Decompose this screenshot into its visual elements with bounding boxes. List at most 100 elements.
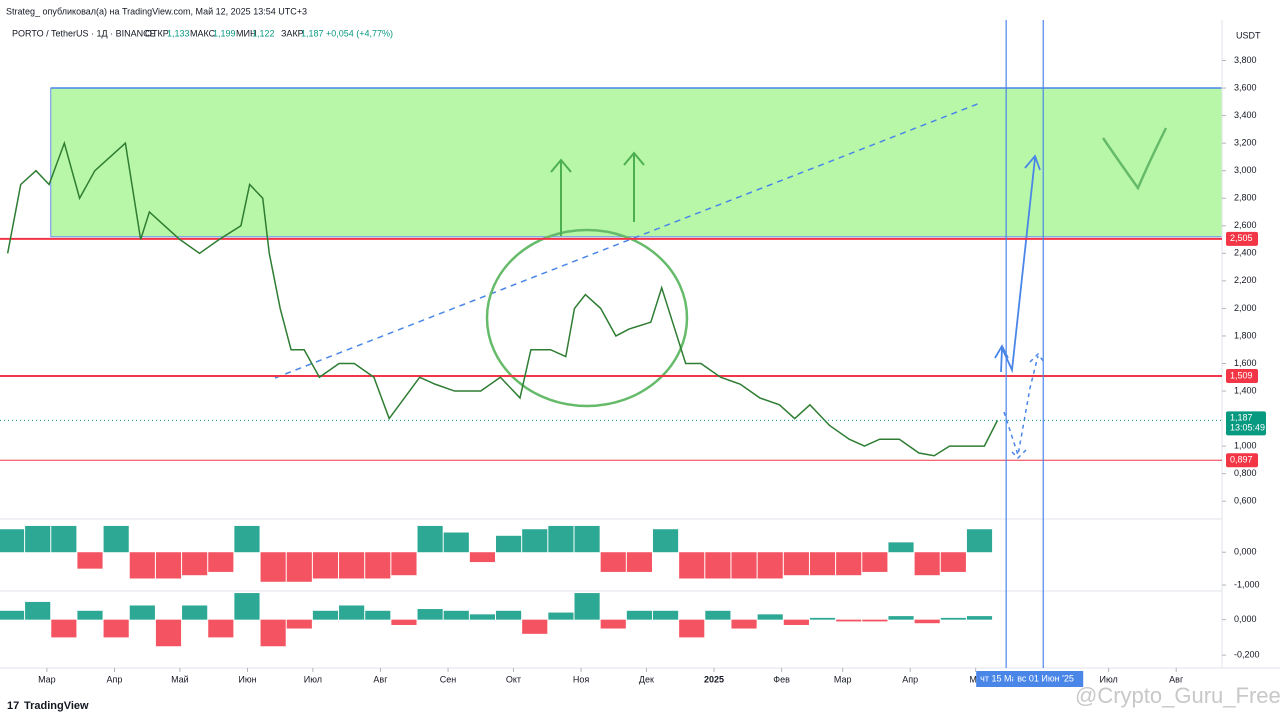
- histogram-bar: [77, 552, 103, 569]
- arrow-annotation: [550, 151, 645, 236]
- histogram-bar: [757, 614, 783, 620]
- histogram-bar: [155, 619, 182, 647]
- histogram-bar: [182, 552, 208, 576]
- histogram-bar: [626, 610, 652, 620]
- histogram-bar: [25, 601, 51, 620]
- symbol: PORTO / TetherUS · 1Д · BINANCE: [12, 28, 156, 38]
- histogram-bar: [731, 619, 757, 629]
- histogram-bar: [365, 552, 391, 579]
- y-tick-label: 0,800: [1234, 468, 1257, 478]
- histogram-bar: [966, 529, 993, 553]
- change: +0,054 (+4,77%): [326, 28, 393, 38]
- y-tick-label: 0,000: [1234, 614, 1257, 624]
- histogram-bar: [783, 619, 809, 625]
- open: 1,133: [167, 28, 190, 38]
- histogram-bar: [286, 552, 312, 582]
- y-tick-label: 0,000: [1234, 547, 1257, 557]
- level-label: 2,505: [1230, 233, 1253, 243]
- level-badge: [1226, 369, 1258, 384]
- histogram-bar: [234, 593, 260, 620]
- histogram-bar: [391, 552, 417, 576]
- histogram-bar: [339, 552, 365, 579]
- high: 1,199: [213, 28, 236, 38]
- histogram-bar: [129, 552, 155, 579]
- x-tick-label: Мар: [834, 674, 852, 684]
- y-tick-label: 2,400: [1234, 248, 1257, 258]
- published: Strateg_ опубликовал(а) на TradingView.c…: [6, 6, 307, 16]
- histogram-bar: [679, 619, 705, 638]
- histogram-bar: [600, 619, 626, 629]
- projection-annotation: [1003, 352, 1045, 460]
- marker-label: вс 01 Июн '25: [1017, 673, 1074, 683]
- unit: USDT: [1236, 30, 1261, 40]
- histogram-bar: [286, 619, 312, 629]
- high-label: МАКС: [190, 28, 216, 38]
- y-tick-label: 2,600: [1234, 220, 1257, 230]
- x-tick-label: Ма: [969, 674, 982, 684]
- histogram-bar: [626, 552, 652, 572]
- histogram-bar: [731, 552, 757, 579]
- last-price-label: 1,187: [1230, 413, 1253, 423]
- histogram-bar: [652, 610, 679, 620]
- histogram-bar: [522, 619, 548, 634]
- histogram-bar: [809, 552, 836, 576]
- histogram-bar: [260, 619, 286, 647]
- histogram-bar: [443, 532, 469, 553]
- histogram-bar: [312, 610, 339, 620]
- brand: TradingView: [24, 700, 89, 712]
- y-tick-label: 3,000: [1234, 165, 1257, 175]
- histogram-bar: [312, 552, 339, 579]
- x-tick-label: Дек: [639, 674, 654, 684]
- watermark: @Crypto_Guru_Free: [1075, 683, 1280, 708]
- histogram-bar: [652, 529, 679, 553]
- y-tick-label: 3,400: [1234, 110, 1257, 120]
- y-tick-label: -0,200: [1234, 649, 1260, 659]
- histogram-bar: [417, 525, 443, 553]
- histogram-bar: [522, 529, 548, 553]
- x-tick-label: Апр: [107, 674, 123, 684]
- y-tick-label: 2,200: [1234, 275, 1257, 285]
- y-tick-label: 1,800: [1234, 330, 1257, 340]
- y-tick-label: 2,000: [1234, 303, 1257, 313]
- histogram-bar: [679, 552, 705, 579]
- histogram-bar: [182, 605, 208, 620]
- histogram-bar: [0, 529, 25, 553]
- histogram-bar: [888, 542, 914, 553]
- histogram-bar: [25, 525, 51, 553]
- close-label: ЗАКР: [281, 28, 304, 38]
- last-price-timer: 13:05:49: [1230, 423, 1265, 433]
- price-line: [6, 140, 999, 457]
- brand-logo: 17: [7, 700, 19, 712]
- histogram-bar: [208, 552, 234, 572]
- y-tick-label: 1,400: [1234, 385, 1257, 395]
- check-annotation: [1101, 127, 1168, 191]
- histogram-bar: [77, 610, 103, 620]
- x-tick-label: 2025: [704, 674, 724, 684]
- y-tick-label: 3,600: [1234, 82, 1257, 92]
- histogram-bar: [496, 610, 522, 620]
- x-tick-label: Июл: [1099, 674, 1117, 684]
- low-label: МИН: [236, 28, 256, 38]
- x-tick-label: Ноя: [573, 674, 590, 684]
- histogram-bar: [600, 552, 626, 572]
- y-tick-label: 3,800: [1234, 55, 1257, 65]
- histogram-bar: [783, 552, 809, 576]
- low: 1,122: [252, 28, 275, 38]
- y-tick-label: 3,200: [1234, 138, 1257, 148]
- last-price-badge: [1226, 411, 1266, 436]
- y-tick-label: 1,600: [1234, 358, 1257, 368]
- level-badge: [1226, 453, 1258, 468]
- histogram-bar: [417, 609, 443, 620]
- x-tick-label: Апр: [902, 674, 918, 684]
- histogram-bar: [809, 617, 836, 620]
- x-tick-label: Фев: [773, 674, 790, 684]
- histogram-bar: [862, 619, 888, 622]
- histogram-bar: [51, 525, 77, 553]
- histogram-bar: [862, 552, 888, 572]
- marker-label: чт 15 Ма: [980, 673, 1016, 683]
- level-label: 1,509: [1230, 370, 1253, 380]
- histogram-bar: [469, 614, 496, 620]
- level-label: 0,897: [1230, 455, 1253, 465]
- x-tick-label: Сен: [440, 674, 457, 684]
